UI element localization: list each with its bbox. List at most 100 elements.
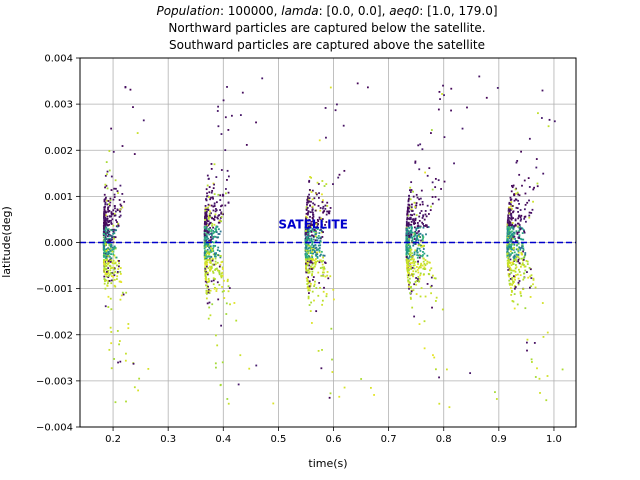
data-point <box>521 263 524 266</box>
data-point <box>314 258 317 260</box>
data-point <box>512 247 515 250</box>
data-point <box>203 246 206 249</box>
data-point <box>307 211 309 214</box>
data-point <box>421 238 424 241</box>
data-point <box>419 197 422 200</box>
data-point <box>329 392 332 395</box>
data-point <box>514 188 517 191</box>
data-point <box>204 228 207 230</box>
data-point <box>213 163 216 166</box>
data-point <box>110 275 113 277</box>
data-point <box>406 276 409 279</box>
x-axis-label: time(s) <box>308 457 347 470</box>
data-point <box>305 265 307 267</box>
data-point <box>208 177 210 180</box>
data-point <box>508 212 511 215</box>
data-point <box>312 266 315 269</box>
data-point <box>315 233 317 236</box>
data-point <box>225 313 228 315</box>
data-point <box>515 230 518 233</box>
data-point <box>310 301 313 304</box>
data-point <box>220 216 223 218</box>
data-point <box>517 260 520 263</box>
data-point <box>106 230 109 233</box>
data-point <box>307 268 310 271</box>
data-point <box>360 378 363 380</box>
data-point <box>437 179 440 182</box>
data-point <box>113 267 116 270</box>
data-point <box>110 342 113 345</box>
data-point <box>521 184 523 187</box>
data-point <box>506 252 509 255</box>
data-point <box>311 198 314 201</box>
data-point <box>508 269 511 272</box>
data-point <box>107 270 110 272</box>
data-point <box>221 204 223 207</box>
data-point <box>103 200 106 203</box>
data-point <box>212 244 215 247</box>
data-point <box>407 272 410 274</box>
data-point <box>430 129 433 131</box>
data-point <box>405 254 408 257</box>
data-point <box>520 253 523 256</box>
data-point <box>113 232 116 235</box>
data-point <box>414 243 417 245</box>
data-point <box>507 263 509 266</box>
data-point <box>208 261 211 264</box>
data-point <box>409 281 411 284</box>
data-point <box>506 235 509 238</box>
data-point <box>409 274 411 277</box>
y-tick-label: 0.001 <box>44 192 73 203</box>
data-point <box>214 213 217 216</box>
data-point <box>307 238 310 241</box>
data-point <box>317 223 319 225</box>
data-point <box>516 240 519 242</box>
data-point <box>511 223 514 226</box>
data-point <box>206 232 209 234</box>
data-point <box>311 243 314 245</box>
data-point <box>326 271 329 273</box>
data-point <box>314 247 317 250</box>
data-point <box>506 259 509 262</box>
data-point <box>209 269 211 272</box>
data-point <box>318 139 321 142</box>
data-point <box>410 223 413 226</box>
data-point <box>219 230 222 233</box>
data-point <box>108 242 110 245</box>
data-point <box>107 306 110 308</box>
data-point <box>326 205 329 207</box>
data-point <box>110 279 113 282</box>
data-point <box>419 254 422 257</box>
data-point <box>516 225 519 228</box>
data-point <box>213 252 216 255</box>
data-point <box>322 227 325 230</box>
data-point <box>517 217 520 220</box>
data-point <box>209 289 212 292</box>
data-point <box>309 176 311 178</box>
data-point <box>418 230 420 232</box>
data-point <box>307 229 309 232</box>
data-point <box>113 268 116 271</box>
data-point <box>113 236 116 239</box>
data-point <box>110 228 112 231</box>
data-point <box>438 90 441 93</box>
data-point <box>408 274 410 277</box>
data-point <box>313 262 316 264</box>
data-point <box>104 223 106 226</box>
data-point <box>415 266 418 268</box>
data-point <box>332 298 335 301</box>
data-point <box>422 251 424 253</box>
data-point <box>405 261 408 264</box>
y-tick-label: −0.004 <box>36 423 73 434</box>
data-point <box>103 240 105 243</box>
data-point <box>212 246 215 248</box>
data-point <box>208 246 211 249</box>
data-point <box>508 255 511 258</box>
data-point <box>428 261 431 264</box>
data-point <box>420 262 423 265</box>
data-point <box>210 212 212 215</box>
data-point <box>108 248 111 251</box>
data-point <box>206 290 209 293</box>
data-point <box>508 206 511 209</box>
data-point <box>525 260 528 262</box>
